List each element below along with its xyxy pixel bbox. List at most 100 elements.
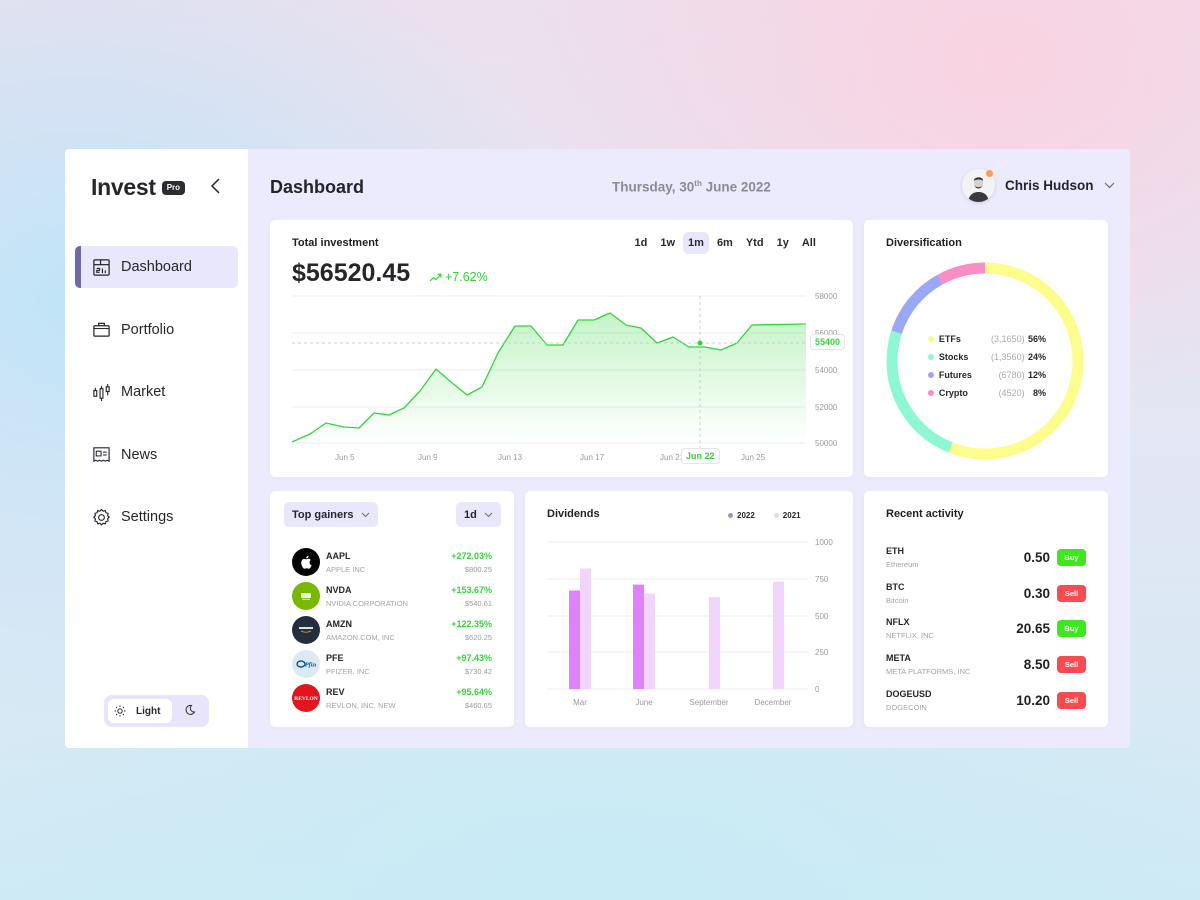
range-6m[interactable]: 6m: [716, 237, 733, 249]
price: $620.25: [464, 632, 492, 642]
company-name: PFIZER, INC: [326, 666, 370, 676]
ticker-symbol: NFLX: [886, 617, 910, 628]
dropdown-label: Top gainers: [292, 508, 354, 521]
user-avatar-icon: [962, 169, 995, 202]
activity-list: ETH Ethereum 0.50 Buy BTC Bitcoin 0.30 S…: [886, 540, 1086, 718]
pro-badge: Pro: [161, 180, 186, 195]
percent-change: +272.03%: [451, 550, 492, 561]
dropdown-label: 1d: [464, 508, 477, 521]
dividends-legend: 2022 2021: [728, 511, 801, 520]
legend-item-futures: Futures (6780) 12%: [928, 366, 1046, 384]
diversification-donut-chart[interactable]: [885, 261, 1085, 461]
sell-button[interactable]: Sell: [1057, 584, 1086, 602]
notification-dot: [986, 170, 993, 177]
y-tick: 750: [815, 575, 829, 584]
buy-button[interactable]: Buy: [1057, 620, 1086, 638]
sell-button[interactable]: Sell: [1057, 691, 1086, 709]
sidebar-item-label: News: [121, 446, 158, 463]
legend-item-2022: 2022: [728, 511, 755, 520]
x-tick: December: [755, 698, 792, 707]
investment-line-chart[interactable]: 58000 56000 54000 52000 50000 Jun 5 Jun …: [270, 280, 853, 477]
apple-logo-icon: [292, 548, 320, 576]
activity-info: META META PLATFORMS, INC: [886, 653, 1024, 676]
range-1w[interactable]: 1w: [660, 237, 676, 249]
gainer-info: NVDA NVIDIA CORPORATION: [326, 585, 451, 608]
chevron-down-icon: [361, 512, 369, 517]
price: $460.65: [464, 700, 492, 710]
price: $800.25: [464, 564, 492, 574]
bar-2021-mar[interactable]: [580, 568, 591, 690]
brand-logo: Invest Pro: [91, 174, 186, 201]
range-1m[interactable]: 1m: [682, 232, 710, 254]
legend-label: 2021: [782, 511, 801, 520]
asset-name: Bitcoin: [886, 595, 909, 605]
x-tick: Jun 21: [660, 453, 685, 462]
x-tick: Jun 25: [741, 453, 766, 462]
list-item[interactable]: NVDA NVIDIA CORPORATION +153.67% $540.61: [292, 579, 492, 613]
dividends-bar-chart[interactable]: 1000 750 500 250 0 Mar June September De…: [525, 531, 853, 727]
gainer-values: +122.35% $620.25: [451, 619, 492, 642]
trend-up-icon: [429, 273, 442, 281]
nvidia-logo-icon: [292, 582, 320, 610]
legend-item-2021: 2021: [773, 511, 801, 520]
range-1y[interactable]: 1y: [776, 237, 789, 249]
ticker-symbol: META: [886, 653, 911, 664]
list-item[interactable]: REVLON REV REVLON, INC. NEW +95.64% $460…: [292, 681, 492, 715]
sidebar-item-label: Portfolio: [121, 321, 175, 338]
price: $540.61: [464, 598, 492, 608]
activity-amount: 0.30: [1023, 585, 1050, 601]
sidebar-item-portfolio[interactable]: Portfolio: [75, 309, 238, 351]
bar-2021-september[interactable]: [709, 597, 720, 689]
sidebar-item-market[interactable]: Market: [75, 371, 238, 413]
range-1d[interactable]: 1d: [634, 237, 648, 249]
bar-2021-december[interactable]: [773, 581, 784, 689]
ticker-symbol: NVDA: [326, 584, 352, 595]
asset-name: META PLATFORMS, INC: [886, 667, 971, 677]
moon-icon: [185, 704, 196, 715]
gainer-values: +153.67% $540.61: [451, 585, 492, 608]
y-tick: 1000: [815, 538, 833, 547]
range-ytd[interactable]: Ytd: [745, 237, 764, 249]
gainer-info: PFE PFIZER, INC: [326, 653, 456, 676]
bar-2021-june[interactable]: [644, 593, 655, 690]
y-tick: 500: [815, 612, 829, 621]
dark-theme-button[interactable]: [184, 703, 200, 719]
percent-change: +95.64%: [456, 686, 492, 697]
buy-button[interactable]: Buy: [1057, 549, 1086, 567]
sell-button[interactable]: Sell: [1057, 656, 1086, 674]
list-item[interactable]: AMZN AMAZON.COM, INC +122.35% $620.25: [292, 613, 492, 647]
company-name: NVIDIA CORPORATION: [326, 598, 408, 608]
sidebar-nav: Dashboard Portfolio Market News Settings: [75, 246, 238, 559]
svg-text:Pfizer: Pfizer: [305, 663, 316, 669]
range-all[interactable]: All: [801, 237, 816, 249]
ticker-symbol: AMZN: [326, 618, 352, 629]
user-menu[interactable]: Chris Hudson: [962, 169, 1115, 202]
theme-toggle: Light: [104, 695, 209, 727]
x-tick: June: [635, 698, 653, 707]
x-tick: Jun 13: [498, 453, 523, 462]
list-item[interactable]: Pfizer PFE PFIZER, INC +97.43% $730.42: [292, 647, 492, 681]
recent-activity-card: Recent activity ETH Ethereum 0.50 Buy BT…: [864, 491, 1108, 727]
sidebar-item-news[interactable]: News: [75, 434, 238, 476]
legend-amount: (6780): [998, 370, 1025, 380]
gainers-filter-dropdown[interactable]: Top gainers: [284, 502, 378, 527]
legend-amount: (3,1650): [991, 334, 1025, 344]
y-tick: 0: [815, 685, 820, 694]
gainer-values: +97.43% $730.42: [456, 653, 492, 676]
sidebar: Invest Pro Dashboard Portfolio Market Ne…: [65, 149, 248, 748]
bar-2022-mar[interactable]: [569, 590, 580, 690]
current-date: Thursday, 30th June 2022: [612, 179, 771, 195]
bar-2022-june[interactable]: [633, 584, 644, 689]
sidebar-item-dashboard[interactable]: Dashboard: [75, 246, 238, 288]
x-tick: Jun 17: [580, 453, 605, 462]
activity-amount: 0.50: [1023, 550, 1050, 566]
legend-label: Crypto: [938, 388, 968, 398]
gainers-period-dropdown[interactable]: 1d: [456, 502, 501, 527]
ticker-symbol: REV: [326, 686, 345, 697]
list-item[interactable]: AAPL APPLE INC +272.03% $800.25: [292, 545, 492, 579]
collapse-sidebar-button[interactable]: [208, 176, 224, 196]
sidebar-item-settings[interactable]: Settings: [75, 496, 238, 538]
legend-dot: [928, 354, 934, 360]
light-theme-button[interactable]: Light: [108, 699, 172, 723]
activity-info: BTC Bitcoin: [886, 582, 1024, 605]
